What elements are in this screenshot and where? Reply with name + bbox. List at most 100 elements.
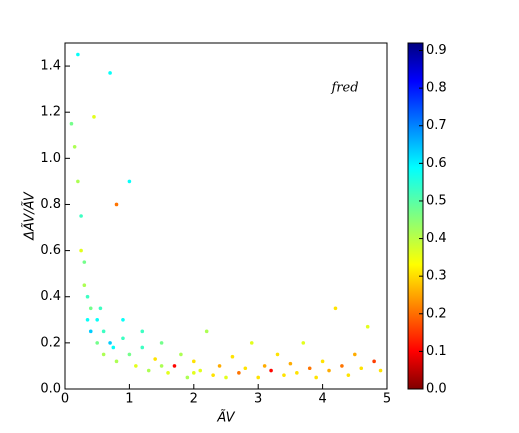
colorbar-tick-label: 0.3: [426, 269, 447, 284]
point: [192, 359, 196, 364]
point: [237, 371, 241, 375]
point: [140, 345, 145, 350]
point: [185, 375, 190, 380]
y-tick-label: 1.4: [40, 59, 61, 74]
y-tick-label: 0.0: [40, 382, 61, 397]
point: [88, 306, 93, 311]
point: [82, 283, 87, 288]
point: [146, 368, 151, 373]
point: [140, 329, 145, 334]
point: [153, 357, 157, 361]
y-tick-label: 0.6: [40, 243, 61, 258]
y-tick-label: 1.2: [40, 105, 61, 120]
colorbar-tick-label: 0.8: [426, 81, 447, 96]
y-tick-label: 1.0: [40, 151, 61, 166]
point: [204, 329, 209, 334]
point: [192, 371, 196, 375]
point: [85, 318, 90, 322]
point: [79, 248, 83, 253]
point: [224, 375, 228, 380]
colorbar-tick-label: 0.1: [426, 344, 447, 359]
point: [159, 364, 164, 368]
x-tick-label: 0: [61, 392, 69, 407]
plot-frame: [64, 42, 388, 390]
point: [249, 341, 254, 345]
point: [256, 375, 261, 380]
point: [217, 364, 222, 368]
point: [353, 352, 357, 357]
point: [76, 52, 80, 57]
colorbar-tick-label: 0.9: [426, 43, 447, 58]
x-tick-label: 5: [383, 392, 391, 407]
x-tick-label: 3: [254, 392, 262, 407]
point: [127, 352, 132, 357]
point: [372, 359, 376, 364]
point: [101, 352, 106, 357]
point: [301, 341, 306, 345]
colorbar: [408, 43, 423, 389]
point: [101, 329, 106, 334]
point: [230, 354, 235, 359]
annotation: fred: [330, 81, 358, 96]
point: [79, 214, 83, 218]
point: [114, 202, 119, 207]
colorbar-frame: [407, 42, 424, 390]
point: [159, 341, 164, 345]
point: [121, 336, 125, 341]
point: [88, 329, 93, 334]
point: [346, 373, 351, 377]
colorbar-tick-label: 0.0: [426, 382, 447, 397]
point: [262, 364, 267, 368]
point: [166, 371, 170, 375]
point: [211, 373, 215, 377]
point: [282, 373, 286, 377]
point: [269, 368, 273, 373]
y-axis-label: ΔÃV/ÃV: [22, 191, 38, 241]
point: [108, 341, 112, 345]
x-tick-label: 4: [318, 392, 326, 407]
colorbar-tick-label: 0.4: [426, 231, 447, 246]
x-axis-label: ÃV: [216, 410, 235, 426]
point: [275, 352, 280, 357]
point: [134, 364, 138, 368]
y-tick-label: 0.4: [40, 289, 61, 304]
point: [307, 366, 312, 371]
point: [127, 179, 132, 184]
point: [72, 145, 77, 149]
point: [333, 306, 338, 311]
x-tick-label: 1: [125, 392, 133, 407]
colorbar-tick-label: 0.7: [426, 118, 447, 133]
point: [327, 368, 331, 373]
colorbar-tick-label: 0.6: [426, 156, 447, 171]
colorbar-tick-label: 0.2: [426, 306, 447, 321]
point: [359, 366, 364, 371]
point: [108, 71, 112, 75]
point: [95, 318, 99, 322]
point: [114, 359, 119, 364]
point: [288, 361, 293, 366]
point: [76, 179, 80, 184]
point: [172, 364, 177, 368]
point: [98, 306, 103, 311]
point: [121, 318, 125, 322]
x-tick-label: 2: [190, 392, 198, 407]
point: [340, 364, 344, 368]
point: [365, 324, 370, 329]
y-tick-label: 0.2: [40, 335, 61, 350]
point: [85, 294, 90, 299]
point: [320, 359, 325, 364]
point: [179, 352, 183, 357]
point: [295, 371, 299, 375]
y-tick-label: 0.8: [40, 197, 61, 212]
point: [111, 345, 116, 350]
point: [95, 341, 99, 345]
point: [82, 260, 87, 264]
point: [314, 375, 318, 380]
point: [92, 115, 96, 119]
colorbar-tick-label: 0.5: [426, 193, 447, 208]
point: [69, 121, 74, 126]
point: [243, 366, 248, 371]
point: [378, 368, 383, 373]
point: [198, 368, 203, 373]
